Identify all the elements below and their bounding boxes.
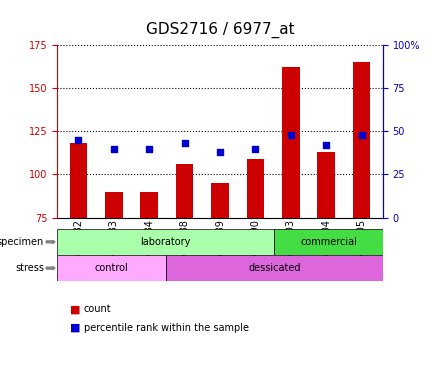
FancyBboxPatch shape [57,255,166,281]
Text: control: control [95,263,128,273]
Point [358,132,365,138]
Bar [105,192,123,217]
Text: percentile rank within the sample: percentile rank within the sample [84,323,249,333]
Bar [70,143,87,218]
Text: count: count [84,304,111,314]
Text: specimen: specimen [0,237,44,247]
Bar [317,152,335,217]
Point [181,140,188,146]
FancyBboxPatch shape [274,229,383,255]
Point [216,149,224,155]
Text: GDS2716 / 6977_at: GDS2716 / 6977_at [146,22,294,38]
Text: laboratory: laboratory [140,237,191,247]
Point [110,146,117,152]
Point [323,142,330,148]
Text: ■: ■ [70,304,81,314]
Point [252,146,259,152]
FancyBboxPatch shape [57,229,274,255]
Bar [353,62,370,217]
Bar [282,68,300,218]
Bar [176,164,194,218]
Text: commercial: commercial [300,237,357,247]
Text: stress: stress [15,263,44,273]
Point [75,137,82,143]
Text: dessicated: dessicated [248,263,301,273]
FancyBboxPatch shape [166,255,383,281]
Bar [246,159,264,218]
Point [146,146,153,152]
Point [287,132,294,138]
Bar [140,192,158,217]
Text: ■: ■ [70,323,81,333]
Bar [211,183,229,218]
